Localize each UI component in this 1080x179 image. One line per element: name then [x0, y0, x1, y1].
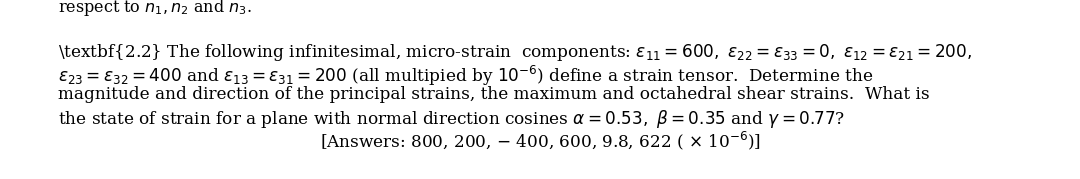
Text: $\varepsilon_{23} = \varepsilon_{32} = 400$ and $\varepsilon_{13} = \varepsilon_: $\varepsilon_{23} = \varepsilon_{32} = 4…	[58, 64, 873, 88]
Text: [Answers: 800, 200, $-$ 400, 600, 9.8, 622 ( $\times$ 10$^{-6}$)]: [Answers: 800, 200, $-$ 400, 600, 9.8, 6…	[320, 130, 760, 152]
Text: \textbf{2.2} The following infinitesimal, micro-strain  components: $\varepsilon: \textbf{2.2} The following infinitesimal…	[58, 42, 972, 63]
Text: respect to $n_1, n_2$ and $n_3$.: respect to $n_1, n_2$ and $n_3$.	[58, 0, 252, 18]
Text: magnitude and direction of the principal strains, the maximum and octahedral she: magnitude and direction of the principal…	[58, 86, 930, 103]
Text: the state of strain for a plane with normal direction cosines $\alpha = 0.53,\ \: the state of strain for a plane with nor…	[58, 108, 845, 130]
